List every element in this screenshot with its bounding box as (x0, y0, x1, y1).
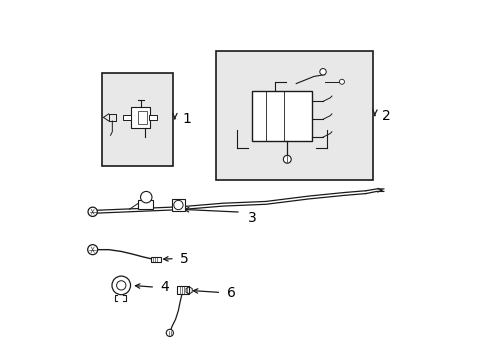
Circle shape (283, 156, 291, 163)
Bar (102, 73, 173, 166)
Bar (138, 201, 152, 209)
Bar (172, 199, 184, 211)
Text: 5: 5 (180, 252, 188, 266)
Circle shape (116, 281, 125, 290)
Circle shape (319, 68, 325, 75)
Text: 4: 4 (160, 280, 169, 294)
Circle shape (166, 329, 173, 337)
Circle shape (87, 245, 98, 255)
Circle shape (339, 79, 344, 84)
Circle shape (88, 207, 97, 216)
Text: 3: 3 (247, 211, 256, 225)
Text: 2: 2 (381, 109, 390, 123)
Bar (216, 51, 372, 180)
Bar (138, 111, 146, 124)
Bar (176, 287, 189, 294)
Bar (149, 114, 157, 120)
Circle shape (173, 201, 183, 210)
Text: 6: 6 (226, 285, 235, 300)
Text: 1: 1 (182, 112, 190, 126)
Bar (151, 257, 161, 262)
Bar (251, 91, 312, 141)
Bar (123, 114, 131, 120)
Bar (130, 107, 150, 128)
Circle shape (112, 276, 130, 295)
Circle shape (140, 192, 152, 203)
